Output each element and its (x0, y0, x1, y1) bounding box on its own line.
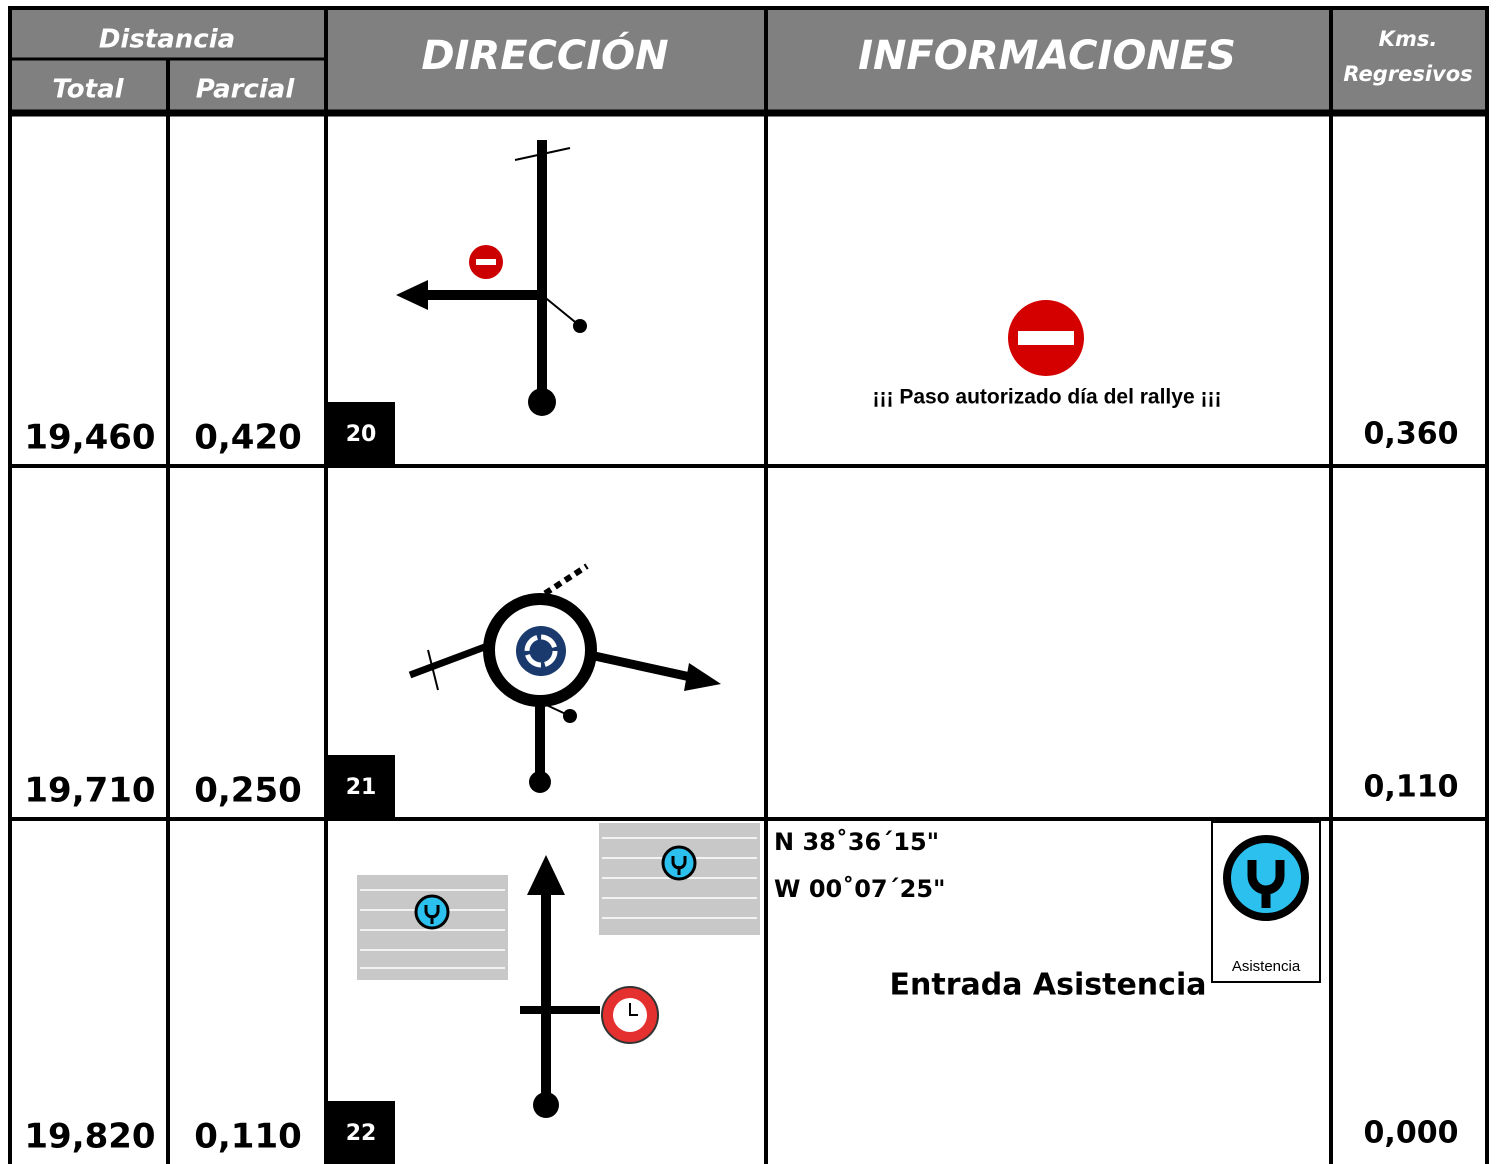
box-number-bg (328, 402, 395, 465)
remaining-km: 0,360 (1364, 417, 1459, 452)
diagram-22 (357, 823, 760, 1118)
header-informaciones: INFORMACIONES (858, 33, 1236, 79)
box-number-bg (328, 755, 395, 818)
partial-distance: 0,110 (194, 1117, 302, 1157)
total-distance: 19,460 (24, 418, 155, 458)
no-entry-sign (1008, 300, 1084, 376)
remaining-km: 0,110 (1364, 770, 1459, 805)
header-total: Total (52, 75, 124, 105)
header-direccion: DIRECCIÓN (421, 31, 668, 79)
header-kms: Regresivos (1343, 62, 1472, 86)
header-distancia: Distancia (99, 25, 235, 55)
grid (8, 6, 1489, 1164)
remaining-km: 0,000 (1364, 1116, 1459, 1151)
box-number: 21 (346, 775, 377, 800)
partial-distance: 0,420 (194, 418, 302, 458)
total-distance: 19,710 (24, 771, 155, 811)
sign-label: Asistencia (1232, 958, 1301, 975)
header-kms: Kms. (1379, 27, 1438, 51)
partial-distance: 0,250 (194, 771, 302, 811)
box-number: 20 (346, 422, 377, 447)
diagram-21 (408, 563, 721, 793)
coordinate: W 00˚07´25" (774, 875, 946, 903)
coordinate: N 38˚36´15" (774, 828, 939, 856)
info-text: Entrada Asistencia (890, 968, 1207, 1003)
box-number-bg (328, 1101, 395, 1164)
header-parcial: Parcial (196, 75, 296, 105)
assistance-sign (1211, 821, 1321, 983)
box-number: 22 (346, 1121, 377, 1146)
diagram-20 (396, 140, 587, 416)
total-distance: 19,820 (24, 1117, 155, 1157)
info-text: ¡¡¡ Paso autorizado día del rallye ¡¡¡ (873, 386, 1222, 409)
